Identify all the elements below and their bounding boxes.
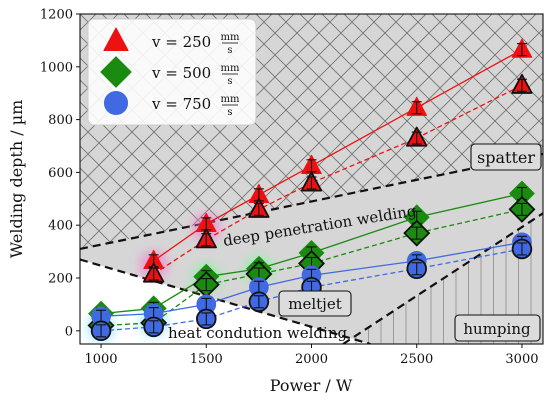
y-tick-label-6: 1200: [40, 8, 73, 23]
regions-layer: [80, 14, 543, 344]
legend-unit-num-500: mm: [221, 63, 240, 74]
legend-marker-shape-0: [103, 27, 129, 51]
y-tick-label-0: 0: [65, 324, 73, 339]
y-tick-label-5: 1000: [40, 60, 73, 75]
legend-unit-den-750: s: [227, 107, 232, 118]
y-tick-label-4: 800: [48, 113, 73, 128]
legend-label-500: v = 500: [151, 64, 211, 82]
x-tick-label-1: 1500: [190, 352, 223, 367]
legend-entry-500: v = 500 mm s: [100, 56, 240, 88]
y-tick-label-1: 200: [48, 272, 73, 287]
legend-label-250: v = 250: [151, 33, 211, 51]
legend-entry-750: v = 750 mm s: [103, 90, 240, 118]
legend-triangle-icon: [103, 27, 129, 51]
legend-marker-shape-2: [103, 90, 129, 116]
region-label-spatter: spatter: [470, 143, 542, 171]
legend-box: [87, 18, 257, 126]
legend: v = 250 mm s v = 500 mm s v = 750 mm s: [87, 18, 257, 126]
boundary-line-0: [80, 152, 543, 251]
y-tick-label-2: 400: [48, 219, 73, 234]
x-tick-label-2: 2000: [295, 352, 328, 367]
ticks-layer: 1000 1500 2000 2500 3000 0 200 400 600 800 1000 120…: [40, 8, 539, 368]
spatter-label: spatter: [477, 148, 535, 167]
x-axis-label: Power / W: [270, 376, 353, 395]
y-axis-label: Welding depth / µm: [7, 100, 26, 259]
x-tick-label-0: 1000: [84, 352, 117, 367]
boundary-line-1: [80, 258, 371, 344]
region-label-humping: humping: [454, 314, 541, 342]
legend-unit-den-250: s: [227, 45, 232, 56]
boundary-line-2: [342, 212, 543, 344]
legend-marker-shape-1: [100, 56, 132, 88]
legend-diamond-icon: [100, 56, 132, 88]
humping-label: humping: [463, 320, 531, 338]
legend-unit-den-500: s: [227, 76, 232, 87]
meltjet-label: meltjet: [288, 295, 341, 313]
legend-unit-num-750: mm: [221, 94, 240, 105]
x-tick-label-4: 3000: [505, 352, 538, 367]
legend-circle-icon: [103, 90, 129, 116]
legend-label-750: v = 750: [151, 95, 211, 113]
y-tick-label-3: 600: [48, 166, 73, 181]
legend-unit-num-250: mm: [221, 32, 240, 43]
x-tick-label-3: 2500: [400, 352, 433, 367]
heat-conduction-label: heat condution welding: [168, 324, 347, 342]
region-label-meltjet: meltjet: [278, 290, 352, 317]
legend-entry-250: v = 250 mm s: [103, 27, 240, 56]
